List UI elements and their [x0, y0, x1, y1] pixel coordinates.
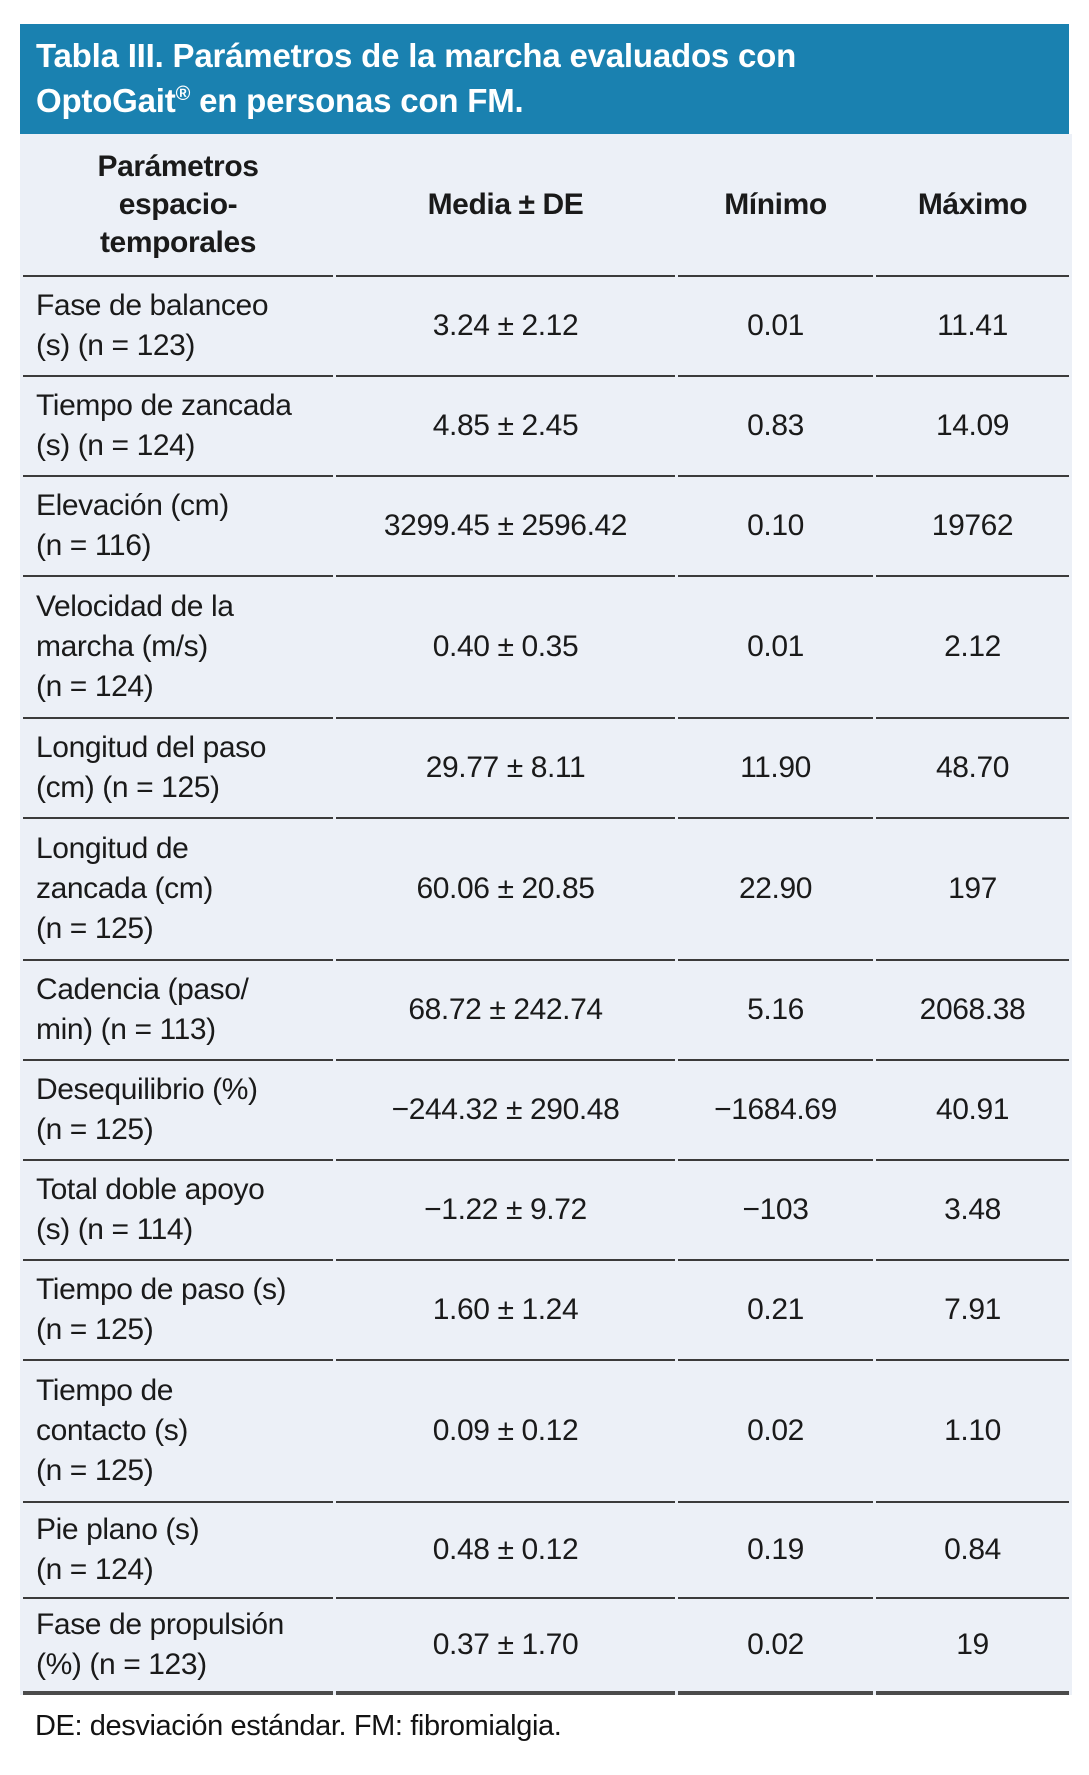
table-row-tiempo-zancada: Tiempo de zancada (s) (n = 124) 4.85 ± 2… — [23, 377, 1069, 477]
min-cell: 0.02 — [678, 1361, 873, 1503]
table-title-line2: OptoGait® en personas con FM. — [36, 82, 524, 119]
max-cell: 2068.38 — [876, 961, 1069, 1061]
table-card: Tabla III. Parámetros de la marcha evalu… — [20, 24, 1072, 1743]
max-cell: 3.48 — [876, 1161, 1069, 1261]
media-cell: 29.77 ± 8.11 — [336, 719, 675, 819]
col-header-parametros: Parámetros espacio- temporales — [23, 134, 333, 277]
media-cell: 3.24 ± 2.12 — [336, 277, 675, 377]
max-cell: 2.12 — [876, 577, 1069, 719]
table-title-banner: Tabla III. Parámetros de la marcha evalu… — [20, 24, 1069, 134]
table-title-line2-rest: en personas con FM. — [190, 82, 524, 119]
media-cell: −244.32 ± 290.48 — [336, 1061, 675, 1161]
param-cell: Total doble apoyo (s) (n = 114) — [23, 1161, 333, 1261]
media-cell: 0.37 ± 1.70 — [336, 1599, 675, 1695]
media-cell: 60.06 ± 20.85 — [336, 819, 675, 961]
param-cell: Longitud del paso (cm) (n = 125) — [23, 719, 333, 819]
table-row-fase-propulsion: Fase de propulsión (%) (n = 123) 0.37 ± … — [23, 1599, 1069, 1695]
media-cell: 0.09 ± 0.12 — [336, 1361, 675, 1503]
header-row: Parámetros espacio- temporales Media ± D… — [23, 134, 1069, 277]
table-title-line1: Tabla III. Parámetros de la marcha evalu… — [36, 37, 797, 74]
media-cell: −1.22 ± 9.72 — [336, 1161, 675, 1261]
min-cell: 22.90 — [678, 819, 873, 961]
min-cell: 0.02 — [678, 1599, 873, 1695]
table-row-tiempo-contacto: Tiempo de contacto (s) (n = 125) 0.09 ± … — [23, 1361, 1069, 1503]
table-row-tiempo-paso: Tiempo de paso (s) (n = 125) 1.60 ± 1.24… — [23, 1261, 1069, 1361]
max-cell: 197 — [876, 819, 1069, 961]
table-footnote: DE: desviación estándar. FM: fibromialgi… — [35, 1710, 562, 1742]
param-cell: Velocidad de la marcha (m/s) (n = 124) — [23, 577, 333, 719]
max-cell: 7.91 — [876, 1261, 1069, 1361]
max-cell: 1.10 — [876, 1361, 1069, 1503]
media-cell: 1.60 ± 1.24 — [336, 1261, 675, 1361]
min-cell: 0.21 — [678, 1261, 873, 1361]
min-cell: 5.16 — [678, 961, 873, 1061]
col-header-maximo: Máximo — [876, 134, 1069, 277]
product-name: OptoGait — [36, 82, 176, 119]
param-cell: Pie plano (s) (n = 124) — [23, 1503, 333, 1599]
param-cell: Fase de balanceo (s) (n = 123) — [23, 277, 333, 377]
registered-trademark-symbol: ® — [175, 83, 191, 105]
table-row-longitud-zancada: Longitud de zancada (cm) (n = 125) 60.06… — [23, 819, 1069, 961]
min-cell: −1684.69 — [678, 1061, 873, 1161]
max-cell: 48.70 — [876, 719, 1069, 819]
max-cell: 40.91 — [876, 1061, 1069, 1161]
table-row-velocidad-marcha: Velocidad de la marcha (m/s) (n = 124) 0… — [23, 577, 1069, 719]
max-cell: 11.41 — [876, 277, 1069, 377]
media-cell: 0.40 ± 0.35 — [336, 577, 675, 719]
max-cell: 19762 — [876, 477, 1069, 577]
table-header: Parámetros espacio- temporales Media ± D… — [23, 134, 1069, 277]
table-row-desequilibrio: Desequilibrio (%) (n = 125) −244.32 ± 29… — [23, 1061, 1069, 1161]
max-cell: 0.84 — [876, 1503, 1069, 1599]
min-cell: 0.19 — [678, 1503, 873, 1599]
min-cell: 0.10 — [678, 477, 873, 577]
table-row-elevacion: Elevación (cm) (n = 116) 3299.45 ± 2596.… — [23, 477, 1069, 577]
max-cell: 14.09 — [876, 377, 1069, 477]
param-cell: Cadencia (paso/ min) (n = 113) — [23, 961, 333, 1061]
table-row-longitud-paso: Longitud del paso (cm) (n = 125) 29.77 ±… — [23, 719, 1069, 819]
table-row-total-doble-apoyo: Total doble apoyo (s) (n = 114) −1.22 ± … — [23, 1161, 1069, 1261]
param-cell: Desequilibrio (%) (n = 125) — [23, 1061, 333, 1161]
param-cell: Elevación (cm) (n = 116) — [23, 477, 333, 577]
media-cell: 0.48 ± 0.12 — [336, 1503, 675, 1599]
col-header-minimo: Mínimo — [678, 134, 873, 277]
table-row-cadencia: Cadencia (paso/ min) (n = 113) 68.72 ± 2… — [23, 961, 1069, 1061]
max-cell: 19 — [876, 1599, 1069, 1695]
min-cell: 0.01 — [678, 277, 873, 377]
table-row-fase-balanceo: Fase de balanceo (s) (n = 123) 3.24 ± 2.… — [23, 277, 1069, 377]
param-cell: Tiempo de contacto (s) (n = 125) — [23, 1361, 333, 1503]
media-cell: 3299.45 ± 2596.42 — [336, 477, 675, 577]
gait-parameters-table: Parámetros espacio- temporales Media ± D… — [20, 134, 1072, 1695]
col-header-media-de: Media ± DE — [336, 134, 675, 277]
table-body: Fase de balanceo (s) (n = 123) 3.24 ± 2.… — [23, 277, 1069, 1695]
param-cell: Fase de propulsión (%) (n = 123) — [23, 1599, 333, 1695]
param-cell: Tiempo de paso (s) (n = 125) — [23, 1261, 333, 1361]
min-cell: 0.01 — [678, 577, 873, 719]
min-cell: 0.83 — [678, 377, 873, 477]
param-cell: Longitud de zancada (cm) (n = 125) — [23, 819, 333, 961]
param-cell: Tiempo de zancada (s) (n = 124) — [23, 377, 333, 477]
media-cell: 4.85 ± 2.45 — [336, 377, 675, 477]
min-cell: −103 — [678, 1161, 873, 1261]
media-cell: 68.72 ± 242.74 — [336, 961, 675, 1061]
table-row-pie-plano: Pie plano (s) (n = 124) 0.48 ± 0.12 0.19… — [23, 1503, 1069, 1599]
min-cell: 11.90 — [678, 719, 873, 819]
